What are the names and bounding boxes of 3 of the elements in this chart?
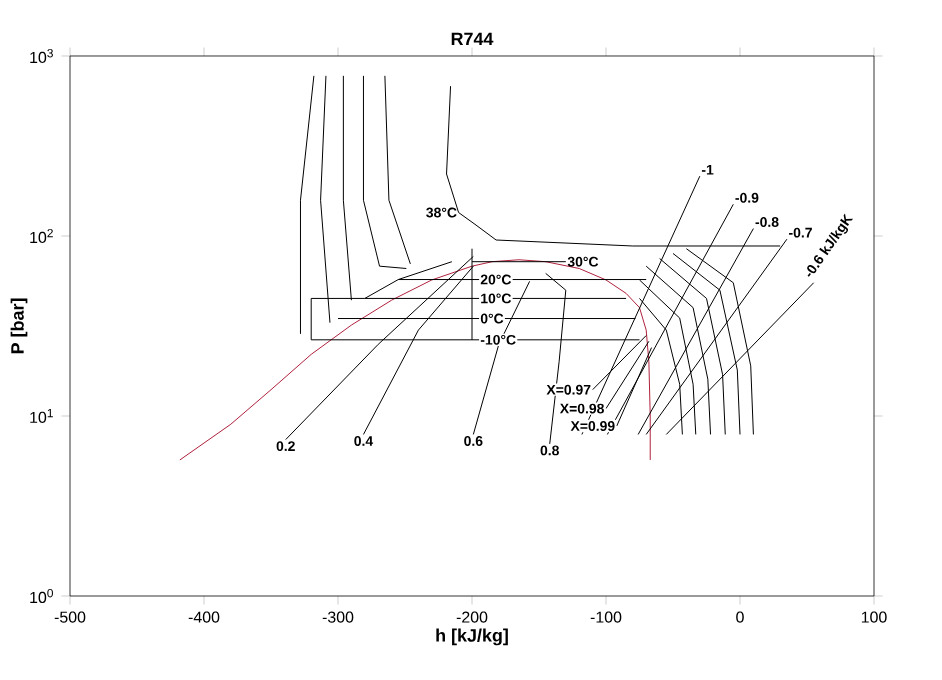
x-axis-title: h [kJ/kg] bbox=[436, 628, 508, 646]
y-axis-title: P [bar] bbox=[10, 298, 28, 354]
chart-title: R744 bbox=[451, 32, 494, 45]
